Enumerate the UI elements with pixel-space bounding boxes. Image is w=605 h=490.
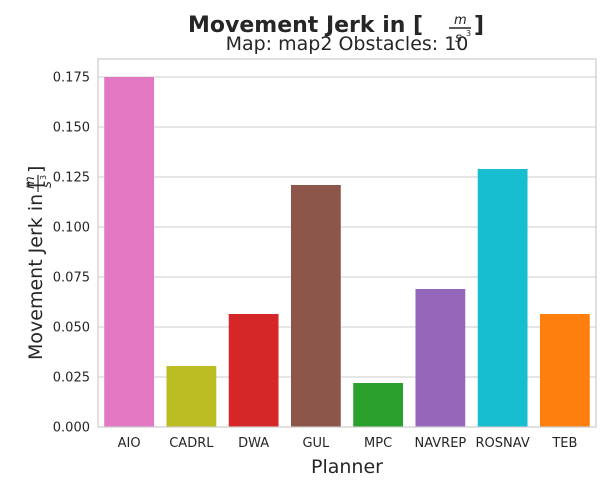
chart-subtitle: Map: map2 Obstacles: 10 bbox=[226, 33, 469, 55]
svg-text:]: ] bbox=[474, 13, 484, 38]
x-tick-label: TEB bbox=[551, 436, 577, 451]
y-axis-ticks: 0.000 0.025 0.050 0.075 0.100 0.125 0.150 0.175 bbox=[53, 71, 90, 436]
svg-text:]: ] bbox=[25, 166, 47, 173]
svg-text:m: m bbox=[454, 13, 467, 28]
svg-text:3: 3 bbox=[39, 175, 48, 180]
x-tick-label: CADRL bbox=[169, 436, 214, 451]
y-tick-label: 0.150 bbox=[53, 121, 90, 136]
x-tick-label: DWA bbox=[238, 436, 269, 451]
bar-rosnav bbox=[477, 169, 528, 427]
svg-text:Movement Jerk in [: Movement Jerk in [ bbox=[25, 180, 47, 360]
plot-frame bbox=[97, 58, 597, 428]
bar-mpc bbox=[353, 383, 404, 427]
bar-dwa bbox=[228, 314, 279, 427]
bar-navrep bbox=[415, 289, 466, 427]
x-tick-label: NAVREP bbox=[414, 436, 466, 451]
y-tick-label: 0.175 bbox=[53, 71, 90, 86]
y-tick-label: 0.125 bbox=[53, 171, 90, 186]
x-tick-label: ROSNAV bbox=[476, 436, 530, 451]
bar-cadrl bbox=[166, 366, 217, 427]
bar-gul bbox=[290, 185, 341, 427]
y-axis-label: Movement Jerk in [ m s 3 ] bbox=[23, 166, 55, 360]
y-tick-label: 0.100 bbox=[53, 221, 90, 236]
y-tick-label: 0.075 bbox=[53, 271, 90, 286]
y-tick-label: 0.000 bbox=[53, 421, 90, 436]
chart-title: Movement Jerk in [ bbox=[188, 13, 423, 38]
svg-text:m: m bbox=[23, 176, 38, 189]
y-tick-label: 0.050 bbox=[53, 321, 90, 336]
bars bbox=[104, 77, 590, 427]
svg-text:3: 3 bbox=[466, 29, 471, 38]
x-axis-label: Planner bbox=[311, 456, 383, 478]
x-tick-label: AIO bbox=[118, 436, 141, 451]
x-tick-label: GUL bbox=[302, 436, 330, 451]
bar-aio bbox=[104, 77, 155, 427]
x-axis-ticks: AIO CADRL DWA GUL MPC NAVREP ROSNAV TEB bbox=[118, 436, 578, 451]
bar-teb bbox=[539, 314, 590, 427]
title-unit-fraction: m s 3 ] bbox=[449, 13, 484, 46]
x-tick-label: MPC bbox=[364, 436, 392, 451]
y-tick-label: 0.025 bbox=[53, 371, 90, 386]
svg-text:s: s bbox=[455, 31, 462, 46]
svg-text:s: s bbox=[40, 181, 55, 188]
